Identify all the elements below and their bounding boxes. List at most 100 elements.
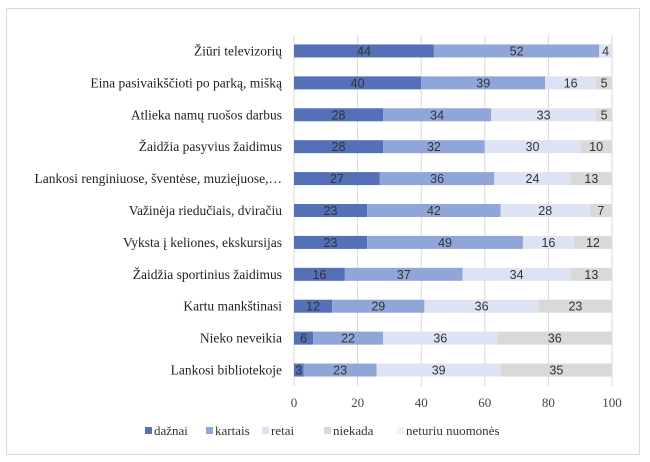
bar-segment [596,108,612,122]
bar-segment [421,76,546,90]
bar-segment [573,235,612,249]
bar-segment [313,331,384,345]
data-label: 23 [324,236,338,250]
bar-segment [570,267,612,281]
legend-swatch [145,427,152,434]
data-label: 24 [526,172,540,186]
bar-segment [294,44,434,58]
data-label: 13 [584,268,598,282]
x-tick-label: 40 [415,395,428,410]
data-label: 16 [564,76,578,90]
legend-label: neturiu nuomonės [406,423,500,438]
data-label: 36 [433,332,447,346]
legend-swatch [397,427,404,434]
bar-segment [294,363,304,377]
data-label: 34 [510,268,524,282]
data-label: 35 [549,364,563,378]
bar-segment [596,76,612,90]
data-label: 39 [432,364,446,378]
data-label: 13 [584,172,598,186]
data-label: 23 [324,204,338,218]
bar-segment [294,299,333,313]
category-label: Važinėja riedučiais, dviračiu [129,203,283,218]
data-label: 7 [597,204,604,218]
bar-segment [383,331,498,345]
bar-segment [433,44,600,58]
bar-segment [522,235,574,249]
category-label: Žaidžia sportinius žaidimus [133,267,282,282]
bar-segment [294,331,314,345]
data-label: 36 [475,300,489,314]
legend-label: retai [271,423,294,438]
bar-segment [376,363,501,377]
data-label: 44 [357,44,371,58]
bar-segment [332,299,425,313]
category-label: Žaidžia pasyvius žaidimus [139,139,282,154]
category-label: Žiūri televizorių [194,43,282,58]
x-tick-label: 100 [602,395,622,410]
category-label: Eina pasivaikščioti po parką, mišką [90,75,283,90]
bar-segment [599,44,612,58]
data-label: 28 [332,140,346,154]
bar-segment [545,76,597,90]
data-label: 12 [306,300,320,314]
category-label: Nieko neveikia [200,331,282,346]
x-tick-label: 0 [291,395,298,410]
data-label: 5 [601,76,608,90]
data-label: 49 [438,236,452,250]
bar-segment [589,204,612,217]
data-label: 32 [427,140,441,154]
x-tick-label: 60 [478,395,491,410]
data-label: 12 [586,236,600,250]
data-label: 5 [601,108,608,122]
bar-segment [538,299,612,313]
bar-segment [491,108,597,122]
data-label: 39 [476,76,490,90]
bar-segment [494,172,571,186]
data-label: 42 [427,204,441,218]
legend-label: kartais [215,423,250,438]
bar-segment [484,140,581,154]
data-label: 16 [541,236,555,250]
data-label: 34 [430,108,444,122]
bar-segment [344,267,463,281]
legend-swatch [262,427,269,434]
data-label: 28 [332,108,346,122]
legend-label: niekada [333,423,374,438]
x-tick-label: 80 [542,395,555,410]
data-label: 23 [333,364,347,378]
bar-segment [294,140,384,154]
bar-segment [497,331,612,345]
data-label: 6 [300,332,307,346]
data-label: 29 [371,300,385,314]
bar-segment [383,140,485,154]
data-label: 4 [602,44,609,58]
bar-segment [570,172,612,186]
bar-segment [367,204,501,217]
data-label: 37 [397,268,411,282]
bar-segment [500,363,612,377]
data-label: 3 [295,364,302,378]
legend-swatch [206,427,213,434]
bar-segment [294,76,422,90]
data-label: 30 [526,140,540,154]
bar-segment [367,235,523,249]
bar-segment [303,363,377,377]
bar-segment [462,267,571,281]
data-label: 40 [351,76,365,90]
bar-segment [500,204,590,217]
data-label: 23 [568,300,582,314]
legend-label: dažnai [154,423,188,438]
data-label: 22 [341,332,355,346]
category-label: Kartu mankštinasi [183,299,282,314]
chart-frame [6,8,640,455]
category-label: Lankosi bibliotekoje [171,363,282,378]
bar-segment [379,172,495,186]
bar-segment [580,140,612,154]
data-label: 27 [330,172,344,186]
category-label: Lankosi renginiuose, šventėse, muziejuos… [35,171,282,186]
data-label: 36 [430,172,444,186]
data-label: 28 [538,204,552,218]
legend-swatch [324,427,331,434]
